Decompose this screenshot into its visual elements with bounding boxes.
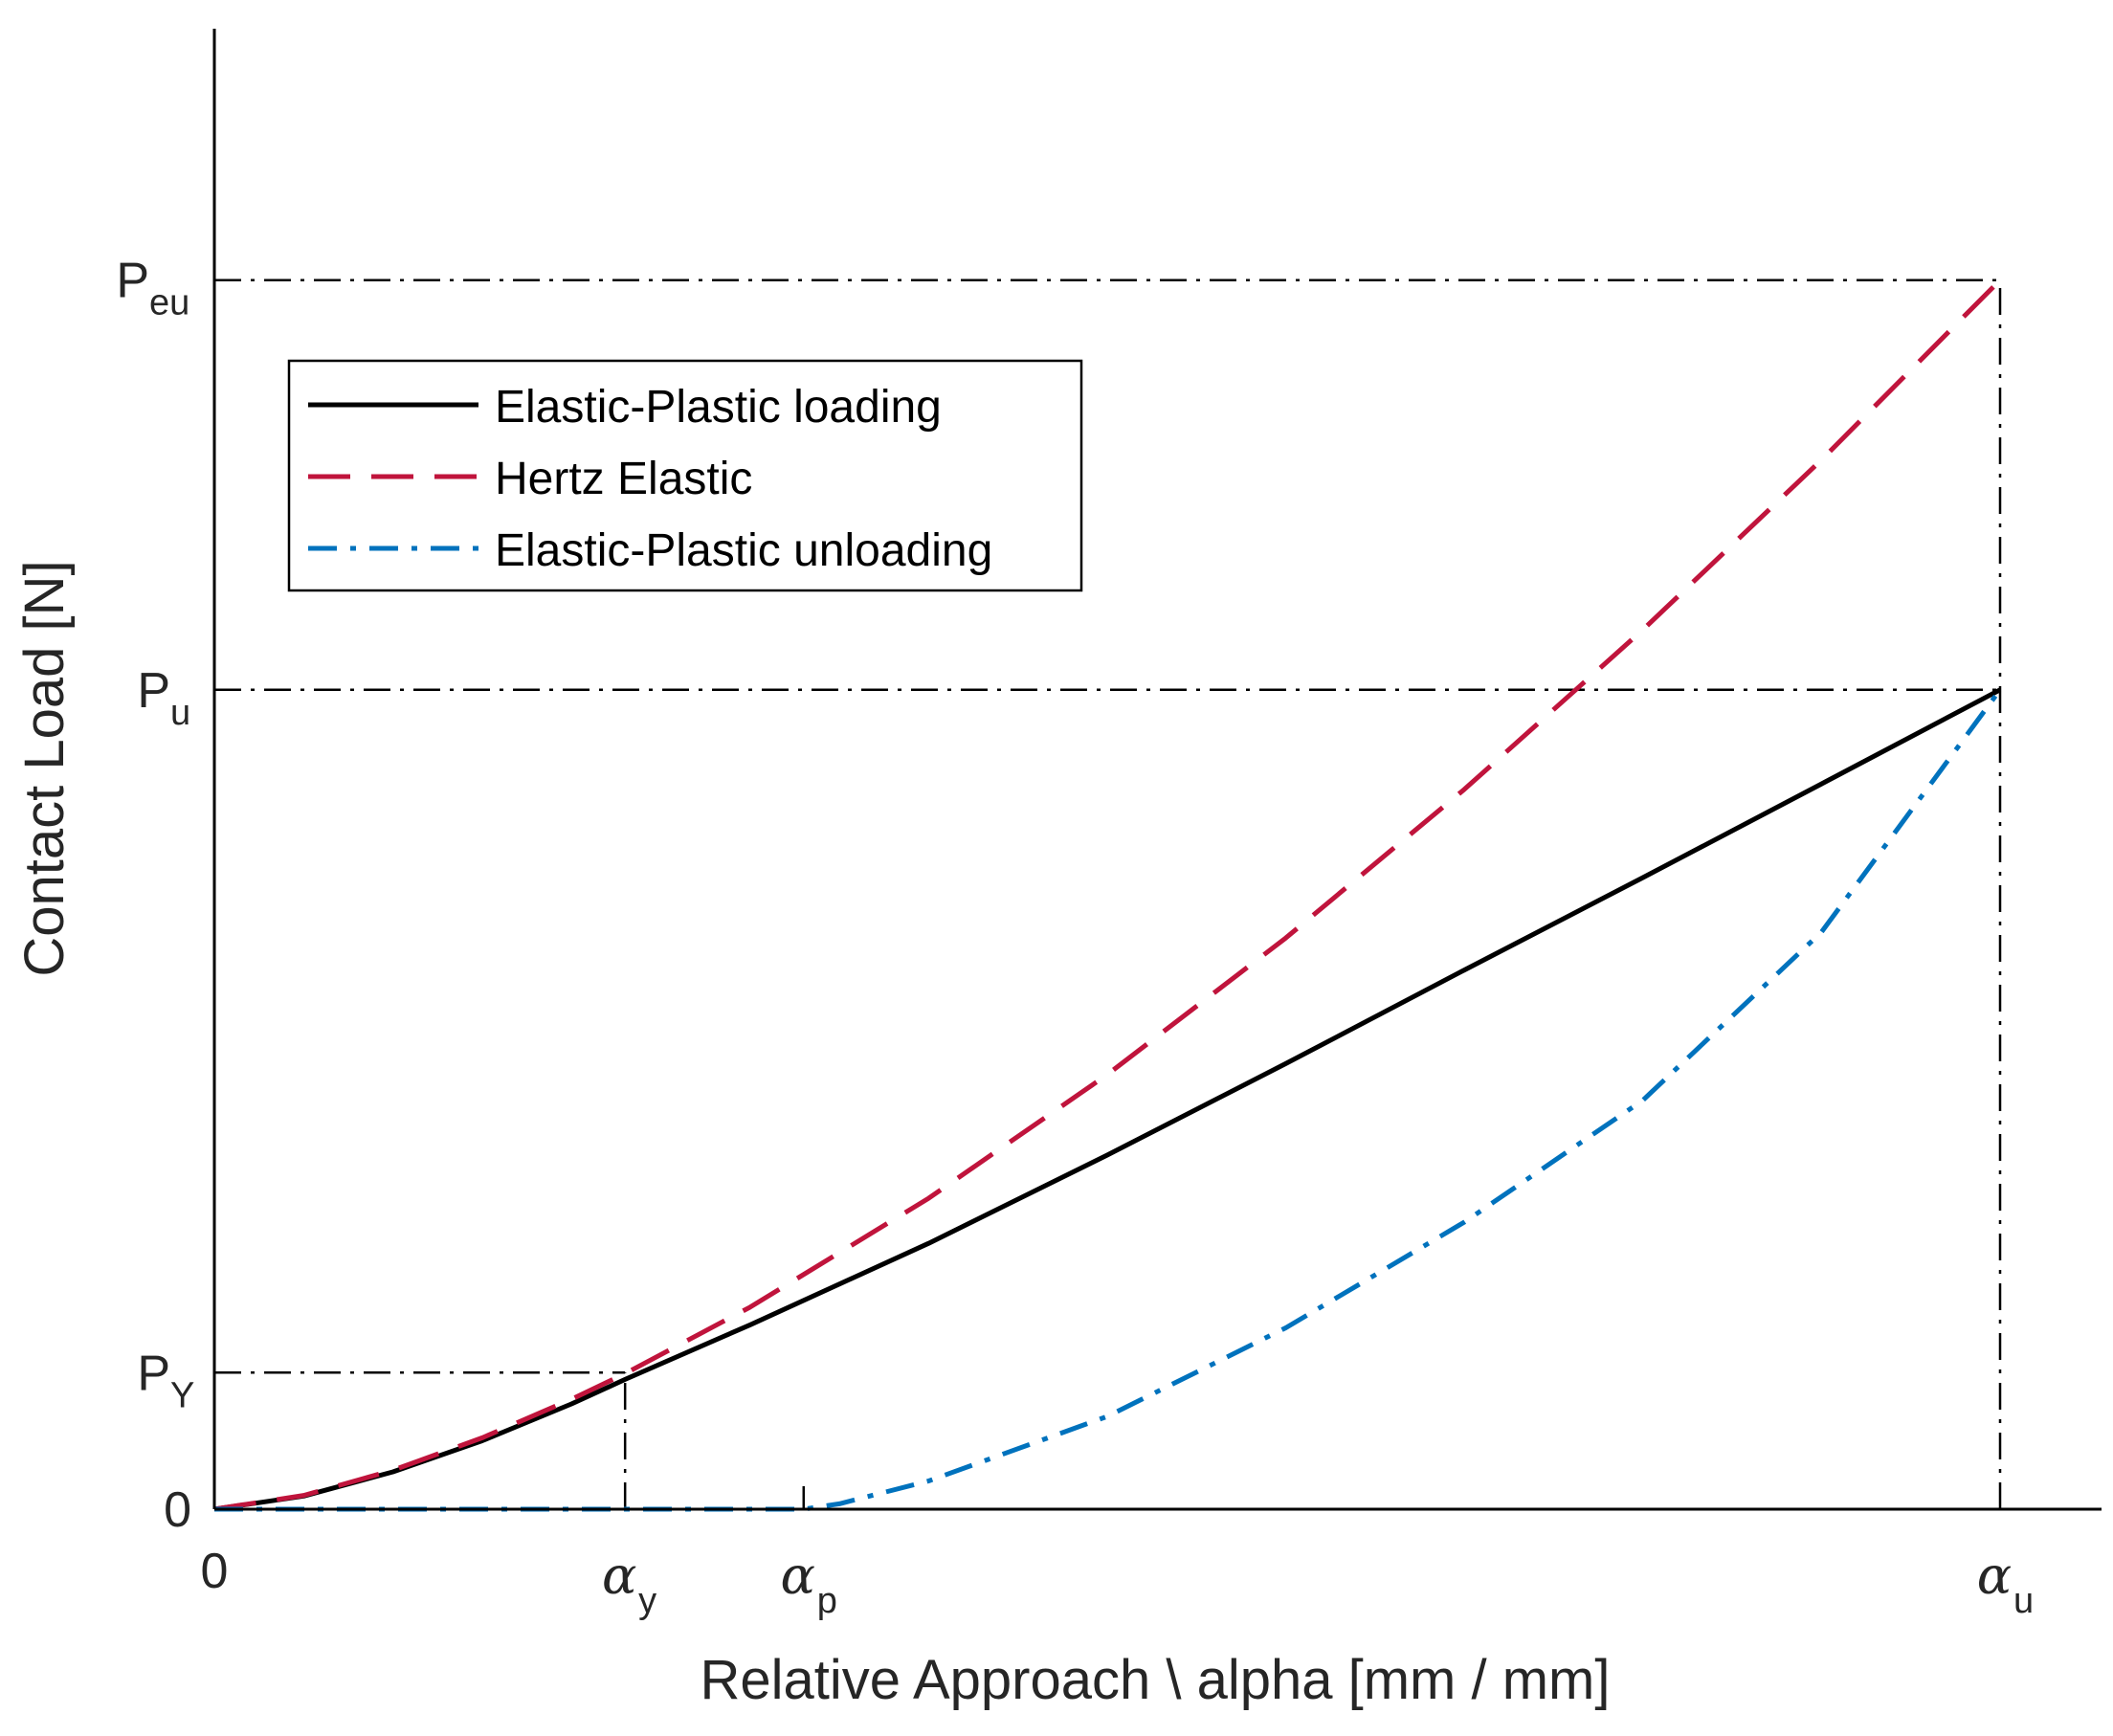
- series-line-2: [214, 688, 2003, 1512]
- y-tick-label-2: P: [137, 663, 170, 719]
- x-tick-greek-3: α: [1977, 1546, 2012, 1606]
- y-tick-labels: 0P YP uP eu: [116, 254, 194, 1538]
- x-tick-sub-2: p: [817, 1581, 837, 1621]
- y-tick-label-3: P: [116, 254, 149, 309]
- x-tick-sub-1: y: [638, 1581, 656, 1621]
- legend-label-hertz: Hertz Elastic: [495, 454, 752, 504]
- legend-box: [287, 359, 1083, 592]
- y-tick-label-1: P: [137, 1346, 170, 1401]
- y-tick-sub-1: Y: [170, 1375, 194, 1415]
- legend: Elastic-Plastic loading Hertz Elastic El…: [287, 359, 1083, 592]
- x-tick-label-0: 0: [201, 1544, 229, 1599]
- x-tick-greek-2: α: [781, 1546, 815, 1606]
- y-axis-title: Contact Load [N]: [13, 560, 76, 976]
- x-tick-sub-3: u: [2013, 1581, 2034, 1621]
- series-line-0: [213, 687, 2002, 1512]
- legend-label-loading: Elastic-Plastic loading: [495, 382, 942, 433]
- series-lines: [213, 278, 2003, 1512]
- series-line-1: [213, 278, 2002, 1512]
- x-tick-greek-1: α: [602, 1546, 636, 1606]
- legend-label-unloading: Elastic-Plastic unloading: [495, 525, 992, 576]
- reference-guides: [214, 278, 2002, 1509]
- y-tick-label-0: 0: [164, 1482, 191, 1538]
- y-tick-sub-3: eu: [149, 283, 189, 323]
- y-tick-sub-2: u: [170, 693, 190, 733]
- x-axis-title: Relative Approach \ alpha [mm / mm]: [701, 1649, 1611, 1711]
